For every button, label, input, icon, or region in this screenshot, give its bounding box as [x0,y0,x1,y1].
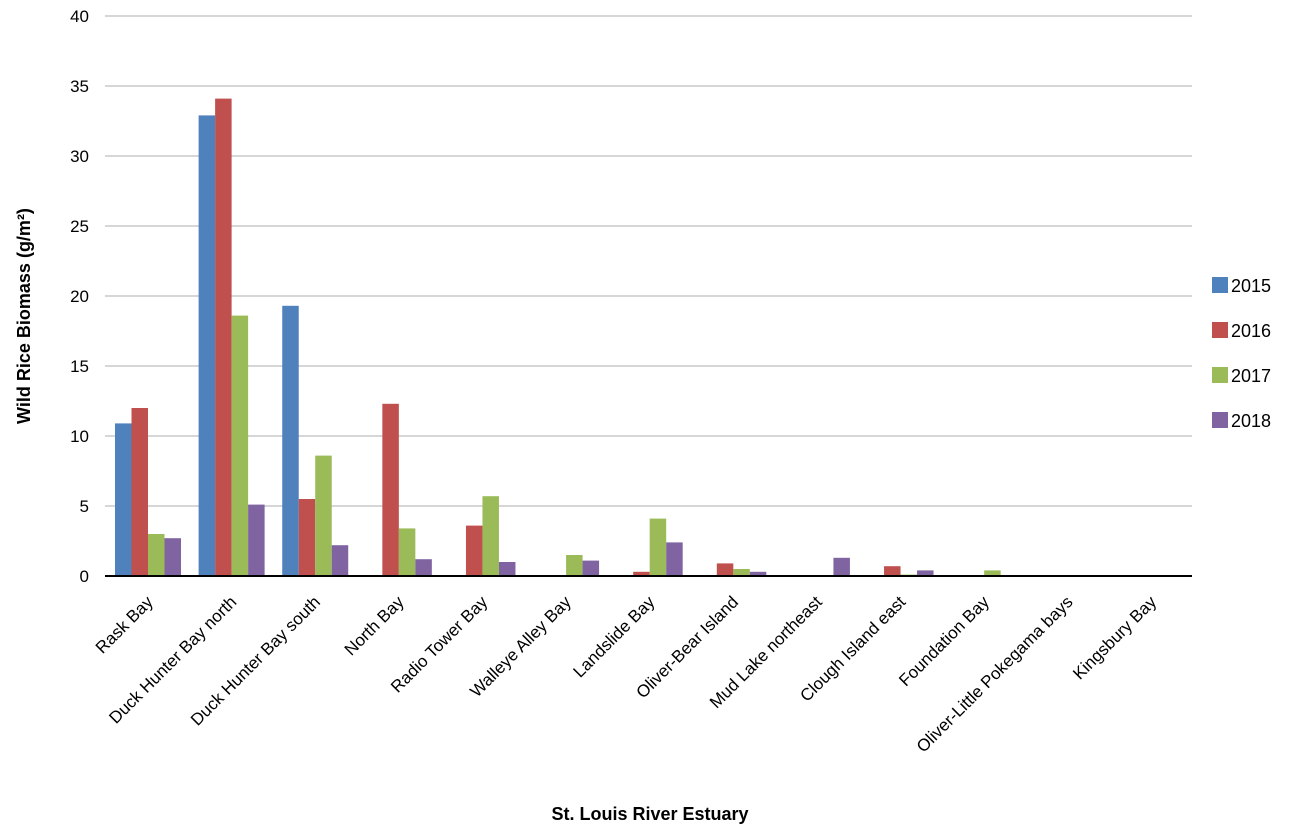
bar-2016-3 [298,499,316,576]
bar-2017-7 [649,518,667,576]
x-tick-label: Kingsbury Bay [1069,592,1160,683]
bar-2017-4 [398,528,416,576]
bar-2018-2 [248,504,265,576]
y-axis-title: Wild Rice Biomass (g/m²) [14,208,34,424]
legend-label-2016: 2016 [1231,321,1271,341]
y-tick-label: 5 [80,497,89,516]
bar-2017-1 [148,534,165,576]
bar-2017-3 [315,455,332,576]
gridlines [105,15,1192,507]
legend-swatch-2016 [1212,322,1228,338]
legend-label-2018: 2018 [1231,411,1271,431]
bar-2017-2 [231,315,249,576]
bar-2018-4 [415,559,432,576]
bar-2017-8 [733,569,750,576]
bar-2018-8 [749,571,767,576]
bar-2018-5 [498,562,516,576]
legend: 2015 2016 2017 2018 [1212,276,1271,431]
x-tick-label: Oliver-Little Pokegama bays [913,592,1077,756]
bar-2015-2 [198,115,216,577]
bar-2018-10 [917,570,934,576]
legend-swatch-2015 [1212,277,1228,293]
bars [115,98,1001,577]
y-tick-label: 35 [70,77,89,96]
legend-label-2017: 2017 [1231,366,1271,386]
bar-2017-6 [566,555,583,576]
bar-2015-1 [115,423,132,576]
y-tick-labels: 0 5 10 15 20 25 30 35 40 [70,7,89,586]
bar-2017-11 [984,570,1001,576]
y-tick-label: 20 [70,287,89,306]
x-tick-label: Rask Bay [92,592,157,657]
bar-2018-7 [666,542,683,576]
bar-2016-5 [465,525,483,576]
y-tick-label: 30 [70,147,89,166]
y-tick-label: 40 [70,7,89,26]
bar-2016-10 [884,566,901,576]
bar-2016-2 [215,98,232,576]
legend-swatch-2017 [1212,367,1228,383]
bar-2018-1 [164,538,181,576]
x-tick-label: North Bay [341,592,408,659]
x-tick-label: Foundation Bay [895,592,993,690]
legend-swatch-2018 [1212,412,1228,428]
bar-2018-3 [331,545,349,576]
bar-2015-3 [282,305,299,576]
bar-2016-4 [382,403,399,576]
bar-2017-5 [482,496,499,576]
y-tick-label: 15 [70,357,89,376]
bar-2018-9 [833,557,850,576]
legend-label-2015: 2015 [1231,276,1271,296]
y-tick-label: 10 [70,427,89,446]
y-tick-label: 0 [80,567,89,586]
bar-2016-1 [131,408,148,576]
bar-2016-7 [633,571,650,576]
x-axis-title: St. Louis River Estuary [551,804,748,824]
x-tick-label: Landslide Bay [570,592,659,681]
bar-2018-6 [582,560,600,576]
y-tick-label: 25 [70,217,89,236]
bar-2016-8 [716,563,734,576]
